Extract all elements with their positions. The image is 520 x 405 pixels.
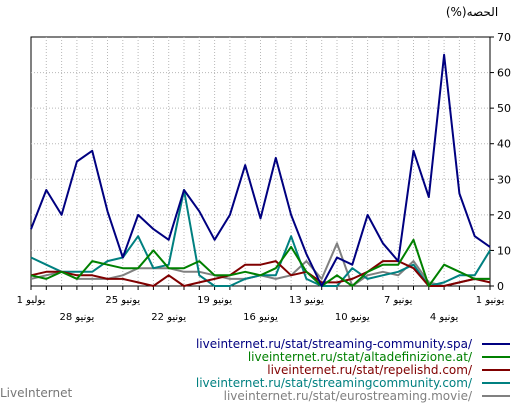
plot-area	[30, 36, 491, 287]
footer-brand: LiveInternet	[0, 386, 73, 400]
x-axis: 1 يونيو 4 يونيو 7 يونيو 10 يونيو 13 يونيو 16 …	[17, 286, 505, 323]
x-tick-label: 28 يونيو	[59, 312, 94, 323]
x-tick-label: 7 يونيو	[384, 295, 413, 306]
y-tick-label: 30	[497, 173, 511, 186]
legend-label: liveinternet.ru/stat/repelishd.com/	[267, 363, 473, 377]
legend-label: liveinternet.ru/stat/eurostreaming.movie…	[224, 389, 473, 403]
x-tick-label: 16 يونيو	[243, 312, 278, 323]
legend-label: liveinternet.ru/stat/altadefinizione.at/	[248, 350, 473, 364]
series-line	[30, 53, 491, 287]
legend-label: liveinternet.ru/stat/streamingcommunity.…	[196, 376, 473, 390]
y-axis: 0 10 20 30 40 50 60 70	[490, 31, 511, 293]
y-tick-label: 0	[497, 280, 504, 293]
x-tick-label: 13 يونيو	[289, 295, 324, 306]
series-lines	[30, 53, 491, 287]
y-tick-label: 70	[497, 31, 511, 44]
series-line	[30, 260, 491, 287]
x-tick-label: 4 يونيو	[430, 312, 459, 323]
y-tick-label: 20	[497, 209, 511, 222]
y-tick-label: 50	[497, 102, 511, 115]
legend: liveinternet.ru/stat/streaming-community…	[196, 337, 510, 403]
x-tick-label: 10 يونيو	[335, 312, 370, 323]
series-line	[30, 238, 490, 287]
x-tick-label: 1 يونيو	[476, 295, 505, 306]
legend-label: liveinternet.ru/stat/streaming-community…	[196, 337, 473, 351]
y-tick-label: 60	[497, 67, 511, 80]
x-tick-label: 22 يونيو	[151, 312, 186, 323]
y-axis-label: (%)الحصه	[446, 5, 498, 19]
x-tick-label: 25 يونيو	[105, 295, 140, 306]
x-tick-label: 1 يوليو	[17, 295, 46, 306]
x-tick-label: 19 يونيو	[197, 295, 232, 306]
y-tick-label: 40	[497, 138, 511, 151]
y-tick-label: 10	[497, 244, 511, 257]
plot-frame	[30, 36, 491, 287]
